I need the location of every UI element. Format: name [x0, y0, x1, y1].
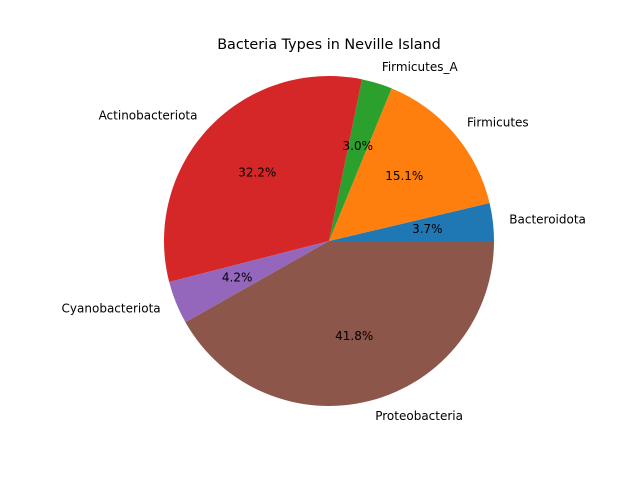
chart-title: Bacteria Types in Neville Island: [217, 37, 441, 53]
percent-labels: 3.7% 15.1% 3.0% 32.2% 4.2% 41.8%: [222, 139, 443, 343]
slice-label: Firmicutes_A: [382, 60, 459, 74]
percent-label: 4.2%: [222, 271, 253, 285]
percent-label: 41.8%: [335, 329, 373, 343]
slice-label: Firmicutes: [467, 116, 529, 130]
slice-label: Proteobacteria: [375, 409, 463, 423]
percent-label: 3.0%: [343, 139, 374, 153]
slice-labels: Bacteroidota Firmicutes Firmicutes_A Actino…: [62, 60, 586, 423]
slice-label: Actinobacteriota: [99, 108, 198, 122]
pie-slice-actinobacteriota: [163, 75, 362, 283]
percent-label: 15.1%: [385, 169, 423, 183]
pie-slices: [163, 75, 495, 406]
slice-label: Bacteroidota: [509, 212, 586, 226]
percent-label: 32.2%: [238, 165, 276, 179]
slice-label: Cyanobacteriota: [62, 301, 161, 315]
pie-slice-firmicutes: [329, 88, 490, 241]
pie-slice-firmicutes-a: [329, 79, 392, 241]
pie-slice-proteobacteria: [185, 241, 495, 406]
pie-slice-bacteroidota: [329, 202, 494, 241]
percent-label: 3.7%: [412, 222, 443, 236]
pie-slice-cyanobacteriota: [169, 241, 329, 323]
